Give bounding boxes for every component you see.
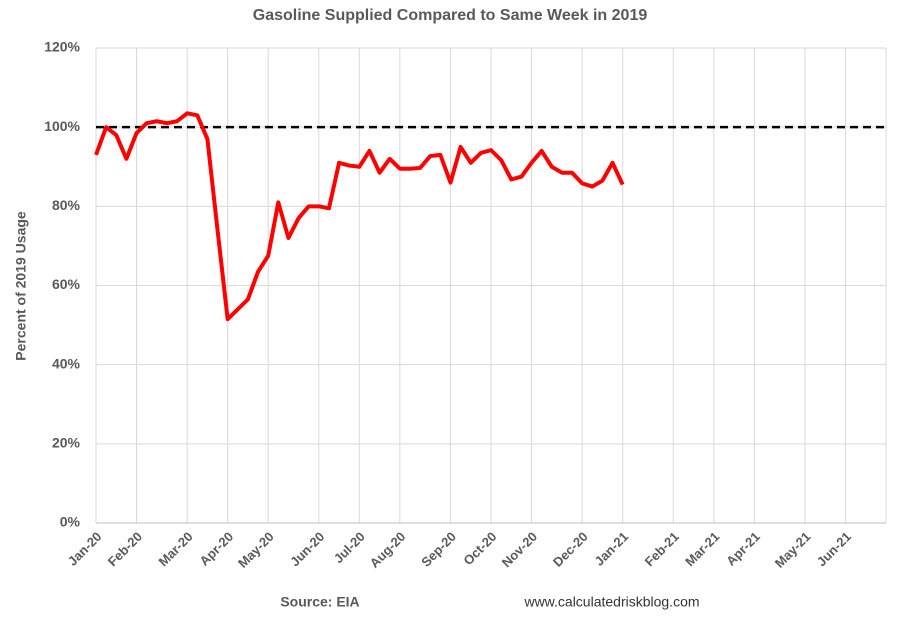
x-tick-label: May-20 bbox=[235, 529, 277, 571]
x-tick-label: Feb-21 bbox=[642, 529, 682, 569]
x-tick-label: Jul-20 bbox=[331, 529, 368, 566]
x-tick-label: Jan-21 bbox=[591, 529, 631, 569]
x-tick-label: Mar-21 bbox=[682, 529, 722, 569]
x-tick-label: May-21 bbox=[772, 529, 814, 571]
x-tick-label: Apr-20 bbox=[196, 529, 236, 569]
y-tick-label: 120% bbox=[44, 39, 80, 55]
x-tick-label: Aug-20 bbox=[367, 529, 409, 571]
data-line bbox=[94, 111, 625, 322]
x-tick-label: Mar-20 bbox=[155, 529, 195, 569]
x-tick-label: Feb-20 bbox=[105, 529, 145, 569]
x-tick-label: Jun-21 bbox=[814, 529, 854, 569]
y-tick-label: 40% bbox=[52, 355, 81, 371]
x-tick-label: Jun-20 bbox=[287, 529, 327, 569]
y-tick-label: 0% bbox=[60, 514, 81, 530]
x-tick-label: Dec-20 bbox=[550, 529, 591, 570]
x-tick-label: Oct-20 bbox=[460, 529, 499, 568]
y-tick-label: 80% bbox=[52, 197, 81, 213]
x-tick-label: Nov-20 bbox=[499, 529, 540, 570]
x-tick-label: Jan-20 bbox=[65, 529, 105, 569]
chart-title: Gasoline Supplied Compared to Same Week … bbox=[253, 7, 648, 24]
y-tick-label: 100% bbox=[44, 118, 80, 134]
y-axis-label: Percent of 2019 Usage bbox=[13, 211, 29, 361]
source: Source: EIA bbox=[280, 594, 359, 610]
y-tick-label: 20% bbox=[52, 435, 81, 451]
y-tick-label: 60% bbox=[52, 276, 81, 292]
x-tick-label: Apr-21 bbox=[723, 529, 763, 569]
x-tick-label: Sep-20 bbox=[418, 529, 459, 570]
website: www.calculatedriskblog.com bbox=[523, 594, 699, 610]
